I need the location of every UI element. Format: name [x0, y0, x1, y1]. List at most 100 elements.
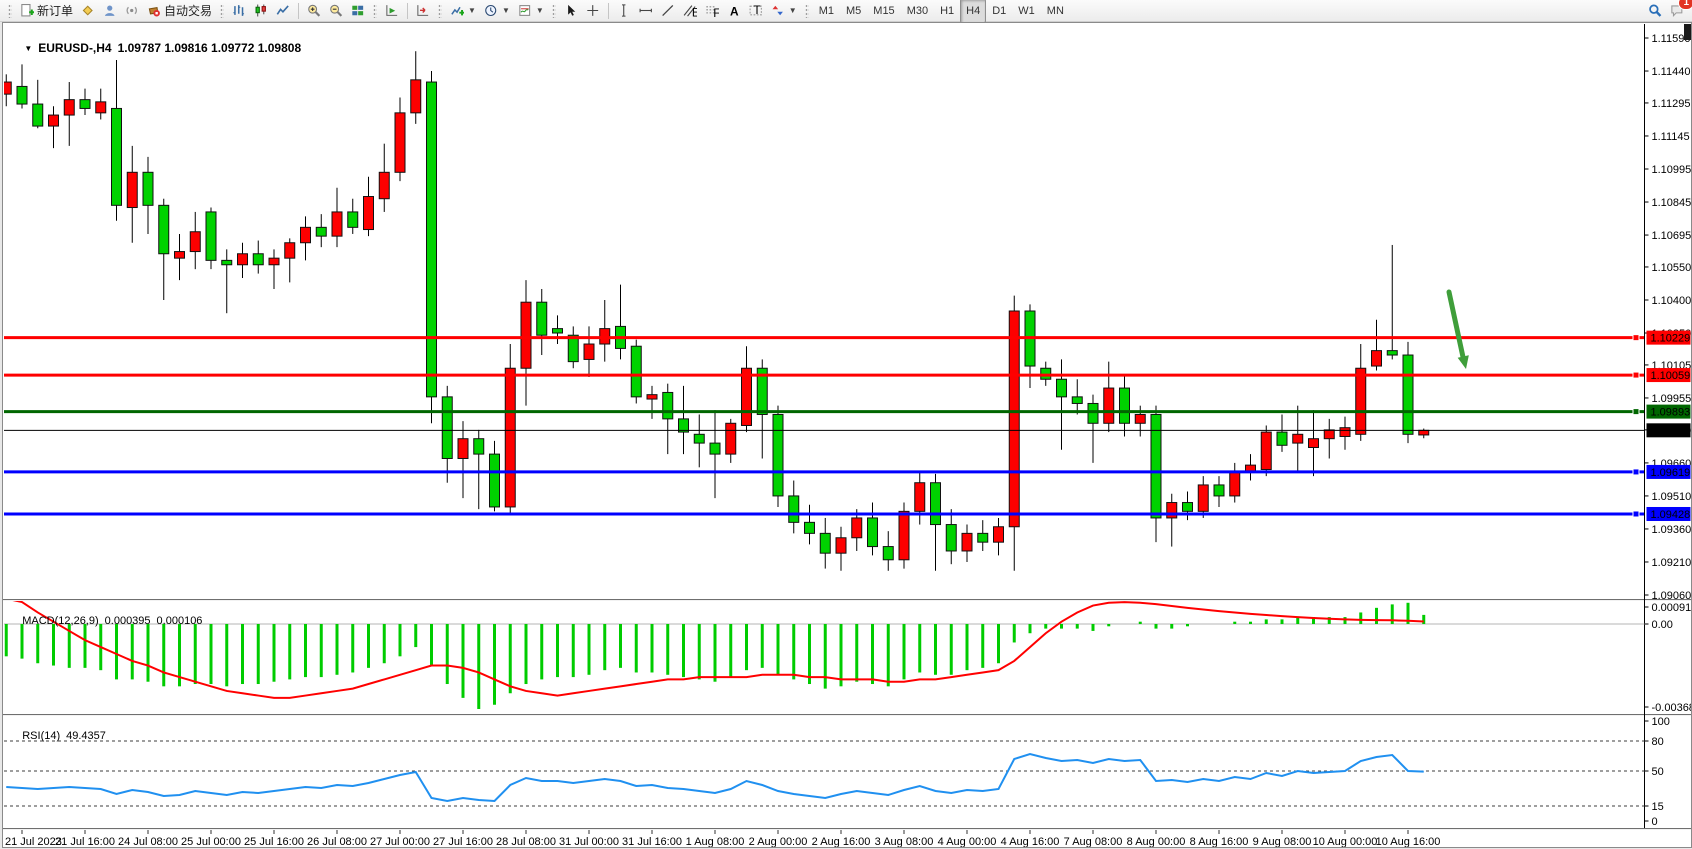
community-profile-button[interactable]: [99, 0, 121, 22]
text-label-button[interactable]: T: [745, 0, 767, 22]
horizontal-line-1.10229[interactable]: [4, 334, 1645, 342]
toolbar-grip[interactable]: [220, 3, 225, 18]
one-click-trading-toggle-icon[interactable]: ▼: [24, 44, 33, 53]
candle: [977, 532, 989, 543]
candle: [646, 394, 658, 400]
text-button[interactable]: A: [723, 0, 745, 22]
periods-button[interactable]: ▼: [480, 0, 514, 22]
candle: [945, 524, 957, 552]
candles-icon: [255, 4, 266, 17]
signals-button[interactable]: [121, 0, 143, 22]
search-button[interactable]: [1644, 0, 1666, 22]
candle: [95, 101, 107, 114]
candle: [489, 453, 500, 508]
zoom-in-button[interactable]: [303, 0, 325, 22]
timeframe-h1-button[interactable]: H1: [940, 4, 955, 17]
templates-button[interactable]: ▼: [514, 0, 548, 22]
svg-text:E: E: [692, 5, 697, 17]
arrows-tool-button[interactable]: ▼: [767, 0, 801, 22]
toolbar: 新订单 自动交易 ▼ ▼ ▼ E FA T ▼ M1 M5 M15 M30 H1 H4 D1 W1 MN 1: [0, 0, 1692, 23]
time-tick-label: 31 Jul 00:00: [559, 836, 619, 847]
chat-notifications-button[interactable]: 1: [1666, 0, 1692, 22]
candle: [898, 510, 910, 561]
vline-icon: [621, 4, 626, 17]
candle: [630, 345, 642, 398]
dropdown-caret-icon[interactable]: ▼: [535, 6, 544, 15]
timeframe-m1-button[interactable]: M1: [818, 4, 834, 17]
candle: [1213, 484, 1225, 497]
cursor-button[interactable]: [560, 0, 582, 22]
panel-splitter-macd-rsi[interactable]: [3, 714, 1691, 716]
timeframe-d1-button[interactable]: D1: [992, 4, 1007, 17]
candle: [205, 211, 217, 261]
bar-chart-mode-button[interactable]: [228, 0, 250, 22]
autotrading-button[interactable]: 自动交易: [143, 0, 216, 22]
candle: [315, 226, 327, 237]
timeframe-m15-button[interactable]: M15: [873, 4, 895, 17]
dropdown-caret-icon[interactable]: ▼: [468, 6, 476, 15]
horizontal-line-1.09428[interactable]: [4, 510, 1645, 518]
indicators-button[interactable]: ▼: [446, 0, 480, 22]
zoom-in-icon: [308, 4, 321, 17]
candle: [804, 521, 815, 534]
horizontal-line-1.10059[interactable]: [4, 371, 1645, 379]
chart-window[interactable]: 1.11590 1.11440 1.11295 1.11145 1.10995 1.108…: [2, 22, 1692, 848]
chart-canvas: 1.11590 1.11440 1.11295 1.11145 1.10995 1.108…: [3, 23, 1691, 847]
toolbar-grip[interactable]: [804, 3, 809, 18]
candle: [1339, 427, 1351, 437]
panel-splitter-rsi-time[interactable]: [3, 828, 1691, 830]
time-tick-label: 4 Aug 00:00: [938, 836, 997, 847]
new-order-button[interactable]: 新订单: [16, 0, 77, 22]
rsi-value: 49.4357: [66, 730, 106, 742]
price-tick-label: 1.10845: [1652, 197, 1692, 209]
time-tick-label: 2 Aug 00:00: [749, 836, 808, 847]
svg-text:T: T: [753, 4, 760, 17]
dropdown-caret-icon[interactable]: ▼: [501, 6, 510, 15]
chart-shift-button[interactable]: [412, 0, 434, 22]
toolbar-separator: [407, 2, 409, 19]
candlestick-mode-button[interactable]: [250, 0, 272, 22]
toolbar-grip[interactable]: [438, 3, 443, 18]
candle: [457, 438, 469, 460]
trendline-button[interactable]: [657, 0, 679, 22]
macd-value: 0.000395: [104, 615, 151, 627]
price-tick-label: 1.10550: [1652, 262, 1692, 274]
crosshair-button[interactable]: [582, 0, 604, 22]
equidistant-channel-button[interactable]: E: [679, 0, 701, 22]
candle: [331, 211, 343, 237]
toolbar-grip[interactable]: [551, 3, 556, 18]
price-tick-label: 1.10400: [1652, 295, 1692, 307]
macd-indicator-label: MACD(12,26,9) 0.000395 0.000106: [10, 603, 202, 639]
arrow-annotation[interactable]: [1446, 289, 1469, 369]
horizontal-line-button[interactable]: [635, 0, 657, 22]
timeframe-h4-button[interactable]: H4: [960, 0, 987, 23]
search-icon: [1649, 4, 1662, 17]
vertical-line-button[interactable]: [613, 0, 635, 22]
toolbar-grip[interactable]: [8, 3, 12, 18]
panel-splitter-main-macd[interactable]: [3, 599, 1691, 601]
candle: [174, 251, 185, 259]
candle: [426, 81, 437, 398]
timeframe-m30-button[interactable]: M30: [906, 4, 929, 17]
timeframe-mn-button[interactable]: MN: [1046, 4, 1064, 17]
timeframe-m5-button[interactable]: M5: [846, 4, 862, 17]
macd-axis-label: 0.000919: [1652, 602, 1692, 614]
timeframe-w1-button[interactable]: W1: [1018, 4, 1035, 17]
horizontal-line-1.09893[interactable]: [4, 408, 1645, 416]
price-line-label-1.10059: 1.10059: [1646, 368, 1691, 383]
macd-axis-label: 0.00: [1652, 619, 1673, 631]
channel-icon: E: [683, 5, 697, 17]
toolbar-grip[interactable]: [373, 3, 378, 18]
dropdown-caret-icon[interactable]: ▼: [788, 6, 797, 15]
zoom-out-button[interactable]: [325, 0, 347, 22]
tile-windows-button[interactable]: [347, 0, 369, 22]
line-chart-mode-button[interactable]: [272, 0, 294, 22]
auto-scroll-button[interactable]: [381, 0, 403, 22]
autotrading-button-label: 自动交易: [164, 4, 213, 18]
candle: [1308, 438, 1319, 448]
metaeditor-button[interactable]: [77, 0, 99, 22]
horizontal-line-1.09619[interactable]: [4, 468, 1645, 476]
fibonacci-button[interactable]: F: [701, 0, 723, 22]
time-tick-label: 27 Jul 00:00: [370, 836, 430, 847]
